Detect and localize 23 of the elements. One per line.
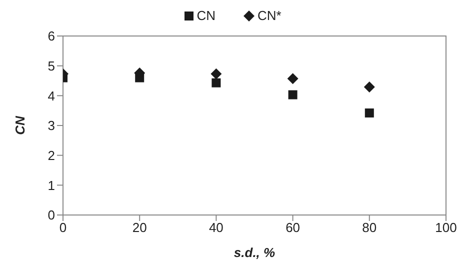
x-tick-label: 80	[362, 220, 377, 236]
y-tick-label: 5	[48, 58, 55, 74]
y-tick-label: 6	[48, 28, 55, 44]
y-tick-label: 4	[48, 88, 55, 104]
point	[364, 108, 374, 118]
x-tick-label: 0	[59, 220, 67, 236]
legend-label: CN	[196, 8, 216, 23]
y-tick-label: 3	[48, 118, 55, 134]
y-axis-title: CN	[12, 116, 28, 135]
y-tick-label: 2	[48, 148, 55, 163]
y-tick-label: 1	[48, 178, 55, 193]
point	[287, 73, 298, 84]
point	[210, 68, 222, 80]
point	[364, 82, 375, 93]
y-tick-label: 0	[48, 208, 55, 223]
legend-label: CN*	[257, 8, 282, 23]
point	[288, 90, 298, 100]
x-tick-label: 40	[208, 220, 224, 236]
x-tick-label: 20	[132, 220, 147, 236]
x-tick-label: 60	[286, 220, 300, 236]
x-tick-label: 100	[435, 220, 457, 236]
x-axis-title: s.d., %	[234, 245, 276, 260]
point	[212, 78, 221, 88]
